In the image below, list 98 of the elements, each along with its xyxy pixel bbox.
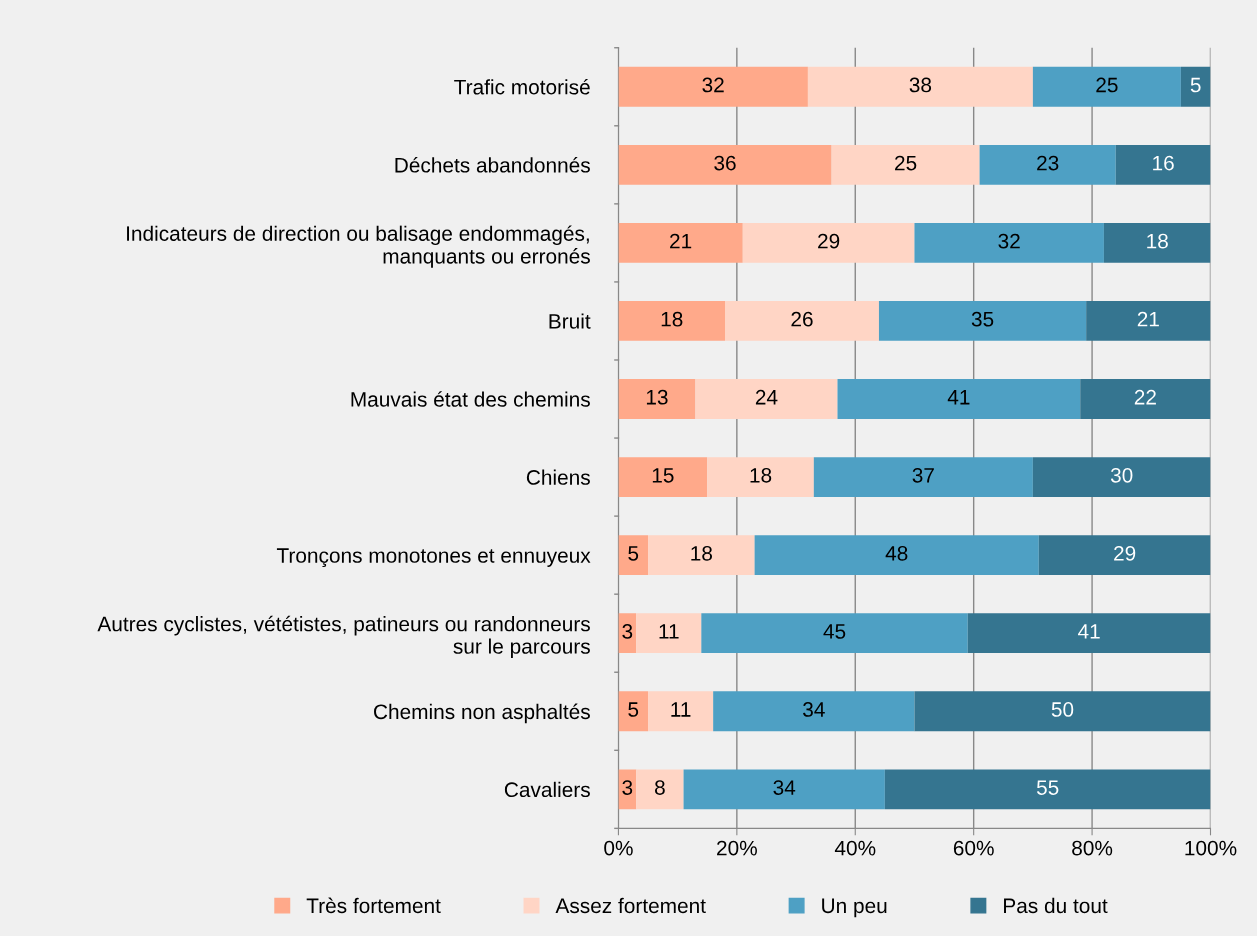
data-label: 25 [1096, 77, 1118, 93]
y-tick-label: Indicateurs de direction ou balisage endommagés, manquants ou erronés [127, 225, 590, 268]
bar [618, 222, 743, 263]
data-label: 25 [895, 155, 917, 171]
x-tick-label: 100% [1185, 840, 1237, 856]
data-label: 41 [947, 390, 970, 405]
bar [1103, 222, 1211, 263]
bar [648, 691, 714, 732]
data-label: 36 [714, 155, 736, 171]
data-label: 15 [652, 468, 674, 483]
y-tick-label: Mauvais état des chemins [351, 391, 590, 407]
bar [1032, 66, 1181, 107]
legend-label: Assez fortement [555, 897, 706, 914]
bar [754, 535, 1039, 576]
data-label: 48 [885, 545, 908, 561]
data-label: 24 [755, 389, 778, 405]
x-tick-label: 40% [834, 840, 876, 856]
bar [878, 301, 1087, 341]
bar [636, 613, 702, 654]
data-label: 34 [773, 780, 796, 795]
data-label: 32 [998, 233, 1020, 249]
data-label: 29 [818, 233, 840, 249]
bar [618, 144, 832, 185]
bar [967, 613, 1211, 654]
bar [618, 301, 726, 341]
data-label: 3 [622, 624, 633, 639]
bar [1115, 144, 1211, 185]
bar [914, 691, 1211, 732]
data-label: 13 [646, 389, 668, 405]
bar [618, 691, 649, 732]
x-tick-label: 80% [1072, 840, 1113, 856]
data-label: 21 [1137, 311, 1159, 327]
x-tick-label: 20% [717, 840, 757, 856]
y-tick-label: Autres cyclistes, vététistes, patineurs ou randonneurs sur le parcours [97, 615, 590, 658]
data-label: 5 [628, 702, 639, 717]
bar [618, 535, 649, 576]
data-label: 55 [1036, 780, 1059, 795]
data-label: 18 [750, 467, 772, 483]
bar [742, 222, 915, 263]
bar [1080, 379, 1211, 419]
y-tick-label: Tronçons monotones et ennuyeux [276, 548, 591, 568]
data-label: 45 [823, 624, 846, 639]
x-tick-label: 60% [953, 840, 994, 856]
data-label: 11 [659, 624, 679, 639]
data-label: 32 [702, 77, 724, 93]
data-label: 41 [1078, 624, 1100, 639]
bar [1086, 301, 1211, 341]
bar [979, 144, 1116, 185]
y-tick-label: Chiens [526, 469, 590, 485]
data-label: 34 [803, 702, 825, 717]
y-tick-label: Cavaliers [504, 781, 590, 798]
bar [701, 613, 968, 654]
data-label: 5 [628, 546, 639, 561]
y-tick-label: Bruit [549, 313, 591, 329]
data-label: 3 [622, 780, 633, 795]
x-tick-label: 0% [604, 840, 633, 856]
bar [695, 379, 838, 419]
data-label: 38 [909, 77, 932, 93]
bar [618, 457, 708, 497]
bar [831, 144, 980, 185]
bar [618, 66, 808, 107]
data-label: 16 [1153, 155, 1174, 171]
bar [683, 769, 885, 810]
y-tick-label: Chemins non asphaltés [374, 703, 590, 724]
legend-label: Un peu [822, 898, 887, 918]
data-label: 29 [1114, 545, 1136, 561]
bar [1032, 457, 1211, 497]
bar [914, 222, 1104, 263]
data-label: 30 [1110, 467, 1133, 483]
bar [618, 379, 696, 419]
data-label: 23 [1037, 155, 1059, 171]
y-tick-label: Déchets abandonnés [395, 157, 590, 173]
data-label: 18 [691, 545, 713, 561]
bar [1180, 66, 1211, 107]
data-label: 11 [671, 702, 691, 717]
data-label: 8 [655, 780, 665, 795]
bar [648, 535, 755, 576]
bar [636, 769, 684, 810]
data-label: 37 [912, 467, 934, 483]
data-label: 5 [1190, 77, 1201, 93]
data-label: 18 [661, 311, 683, 327]
data-label: 35 [971, 311, 994, 327]
data-label: 22 [1134, 389, 1156, 405]
bar [837, 379, 1081, 419]
bar [713, 691, 915, 732]
data-label: 26 [791, 311, 813, 327]
bar [1038, 535, 1211, 576]
legend-label: Pas du tout [1004, 897, 1108, 914]
bar [707, 457, 814, 497]
bar [813, 457, 1033, 497]
data-label: 18 [1147, 233, 1168, 249]
data-label: 21 [670, 233, 692, 249]
bar [725, 301, 879, 341]
bar [884, 769, 1211, 810]
legend-label: Très fortement [306, 897, 441, 914]
data-label: 50 [1051, 702, 1074, 717]
bar [807, 66, 1033, 107]
y-tick-label: Trafic motorisé [454, 78, 590, 95]
